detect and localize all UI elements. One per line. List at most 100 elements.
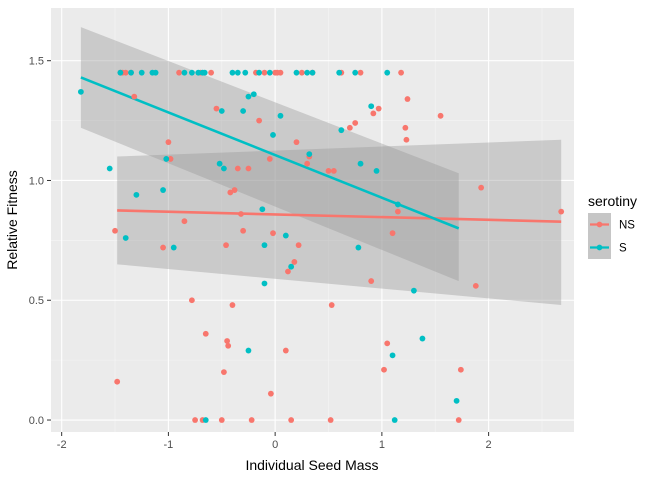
- point-ns: [282, 347, 289, 354]
- axis-ticks: [47, 60, 490, 436]
- point-ns: [375, 105, 382, 112]
- point-s: [384, 69, 391, 76]
- point-ns: [176, 69, 182, 76]
- x-tick-label: 0: [272, 439, 278, 451]
- point-s: [373, 167, 380, 174]
- point-ns: [472, 282, 479, 289]
- point-s: [195, 69, 202, 76]
- major-gridlines: [51, 8, 574, 432]
- point-s: [229, 69, 236, 76]
- point-ns: [330, 167, 337, 174]
- point-s: [77, 88, 84, 95]
- point-ns: [167, 156, 174, 162]
- point-s: [181, 69, 188, 76]
- point-s: [304, 69, 311, 76]
- point-ns: [394, 208, 401, 215]
- legend-key-point: [596, 244, 603, 251]
- point-ns: [285, 268, 291, 275]
- point-ns: [192, 417, 198, 423]
- point-s: [188, 69, 195, 76]
- point-ns: [402, 124, 409, 131]
- point-s: [218, 108, 225, 114]
- point-ns: [122, 69, 129, 76]
- point-ns: [384, 340, 391, 347]
- point-ns: [357, 69, 364, 76]
- point-ns: [245, 165, 252, 172]
- point-s: [245, 347, 252, 354]
- point-s: [106, 165, 113, 172]
- point-s: [245, 93, 252, 100]
- point-ns: [256, 117, 263, 124]
- point-ns: [229, 302, 236, 308]
- point-s: [256, 69, 263, 76]
- y-tick-labels: 0.0 0.5 1.0 1.5: [29, 56, 44, 427]
- point-ns: [160, 244, 166, 251]
- point-ns: [293, 139, 300, 146]
- point-ns: [368, 278, 375, 284]
- point-s: [259, 206, 266, 213]
- point-ns: [346, 124, 353, 131]
- point-s: [293, 69, 300, 76]
- point-s: [170, 244, 177, 251]
- point-s: [410, 287, 417, 294]
- point-s: [394, 201, 401, 208]
- point-s: [202, 417, 209, 423]
- point-s: [368, 103, 375, 110]
- point-s: [128, 69, 134, 76]
- point-ns: [267, 390, 274, 397]
- point-ns: [389, 230, 396, 237]
- point-s: [261, 242, 268, 249]
- point-s: [201, 69, 208, 76]
- point-s: [152, 69, 159, 76]
- point-ns: [202, 330, 209, 337]
- point-s: [160, 187, 166, 193]
- point-s: [221, 165, 227, 172]
- y-tick-label: 0.0: [29, 415, 44, 427]
- point-s: [355, 244, 362, 251]
- point-ns: [403, 136, 410, 143]
- point-s: [306, 151, 313, 158]
- point-s: [453, 397, 460, 404]
- point-ns: [291, 259, 298, 265]
- point-ns: [398, 69, 404, 76]
- point-s: [419, 335, 426, 342]
- y-tick-label: 1.0: [29, 175, 44, 187]
- point-s: [288, 263, 295, 270]
- point-ns: [221, 369, 227, 376]
- data-points: [77, 69, 565, 423]
- point-s: [391, 417, 398, 423]
- x-tick-labels: -2 -1 0 1 2: [57, 439, 492, 451]
- point-s: [266, 69, 273, 76]
- x-tick-label: -2: [57, 439, 67, 451]
- fit-line-ns: [117, 209, 562, 223]
- x-axis-title: Individual Seed Mass: [245, 457, 378, 473]
- legend-label-s: S: [619, 243, 627, 255]
- point-ns: [288, 417, 295, 423]
- point-ns: [404, 96, 411, 102]
- legend-key-point: [596, 221, 603, 228]
- point-ns: [188, 297, 195, 304]
- point-ns: [266, 156, 273, 162]
- point-ns: [455, 417, 462, 423]
- point-ns: [478, 184, 485, 191]
- point-ns: [352, 120, 359, 126]
- point-s: [261, 280, 268, 287]
- point-ns: [437, 112, 444, 119]
- ci-ribbon-ns: [117, 139, 562, 306]
- point-ns: [231, 187, 238, 193]
- y-tick-label: 1.5: [29, 56, 44, 68]
- point-ns: [114, 378, 121, 385]
- point-s: [389, 352, 396, 359]
- point-ns: [298, 69, 305, 76]
- point-s: [352, 69, 359, 76]
- point-ns: [181, 218, 188, 225]
- point-s: [117, 69, 124, 76]
- point-s: [336, 69, 343, 76]
- legend-title: serotiny: [588, 193, 637, 209]
- point-ns: [223, 242, 229, 249]
- point-s: [270, 132, 276, 138]
- x-tick-label: -1: [164, 439, 174, 451]
- point-ns: [304, 160, 311, 167]
- legend-label-ns: NS: [619, 220, 635, 232]
